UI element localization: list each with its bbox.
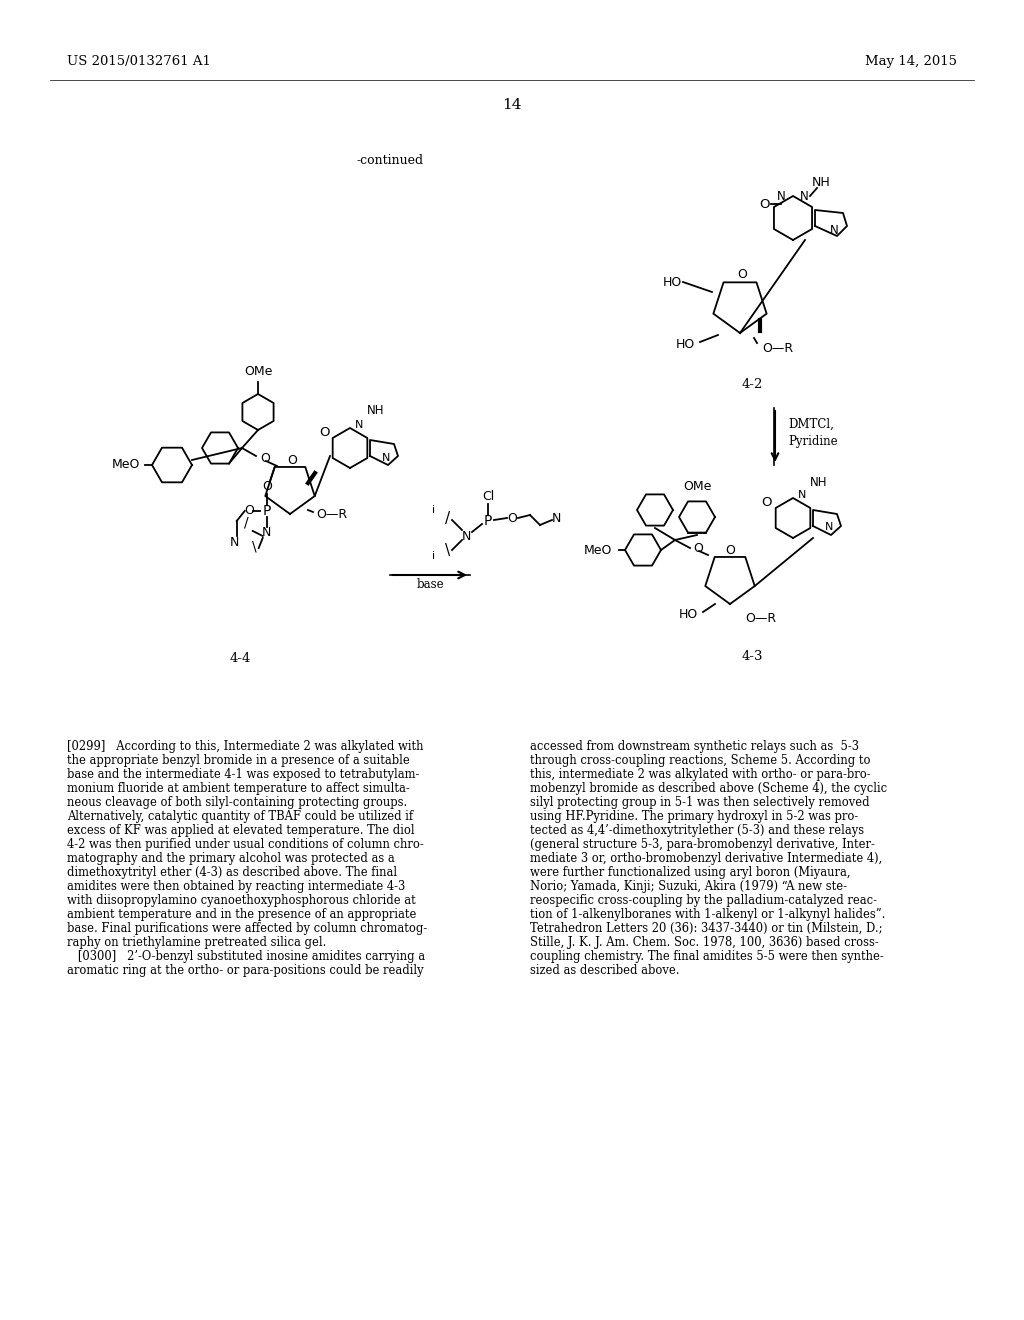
Text: O: O — [737, 268, 746, 281]
Text: 4-2 was then purified under usual conditions of column chro-: 4-2 was then purified under usual condit… — [67, 838, 424, 851]
Text: reospecific cross-coupling by the palladium-catalyzed reac-: reospecific cross-coupling by the pallad… — [530, 894, 877, 907]
Text: were further functionalized using aryl boron (Miyaura,: were further functionalized using aryl b… — [530, 866, 851, 879]
Text: O: O — [725, 544, 735, 557]
Text: O: O — [260, 451, 270, 465]
Text: using HF.Pyridine. The primary hydroxyl in 5-2 was pro-: using HF.Pyridine. The primary hydroxyl … — [530, 810, 858, 822]
Text: [0299]   According to this, Intermediate 2 was alkylated with: [0299] According to this, Intermediate 2… — [67, 741, 424, 752]
Text: O: O — [244, 504, 254, 517]
Text: O—R: O—R — [762, 342, 794, 355]
Text: tion of 1-alkenylboranes with 1-alkenyl or 1-alkynyl halides”.: tion of 1-alkenylboranes with 1-alkenyl … — [530, 908, 886, 921]
Text: NH: NH — [812, 177, 830, 190]
Text: N: N — [462, 529, 471, 543]
Text: N: N — [551, 511, 561, 524]
Text: O: O — [762, 496, 772, 510]
Text: aromatic ring at the ortho- or para-positions could be readily: aromatic ring at the ortho- or para-posi… — [67, 964, 424, 977]
Text: this, intermediate 2 was alkylated with ortho- or para-bro-: this, intermediate 2 was alkylated with … — [530, 768, 870, 781]
Text: neous cleavage of both silyl-containing protecting groups.: neous cleavage of both silyl-containing … — [67, 796, 408, 809]
Text: DMTCl,
Pyridine: DMTCl, Pyridine — [788, 418, 838, 447]
Text: NH: NH — [810, 477, 827, 488]
Text: 14: 14 — [502, 98, 522, 112]
Text: N: N — [354, 420, 364, 430]
Text: 4-2: 4-2 — [741, 378, 763, 391]
Text: coupling chemistry. The final amidites 5-5 were then synthe-: coupling chemistry. The final amidites 5… — [530, 950, 884, 964]
Text: \: \ — [252, 540, 257, 554]
Text: May 14, 2015: May 14, 2015 — [865, 55, 957, 69]
Text: O: O — [262, 480, 271, 494]
Text: the appropriate benzyl bromide in a presence of a suitable: the appropriate benzyl bromide in a pres… — [67, 754, 410, 767]
Text: with diisopropylamino cyanoethoxyphosphorous chloride at: with diisopropylamino cyanoethoxyphospho… — [67, 894, 416, 907]
Text: dimethoxytrityl ether (4-3) as described above. The final: dimethoxytrityl ether (4-3) as described… — [67, 866, 397, 879]
Text: MeO: MeO — [112, 458, 140, 471]
Text: OMe: OMe — [683, 480, 712, 492]
Text: sized as described above.: sized as described above. — [530, 964, 680, 977]
Text: US 2015/0132761 A1: US 2015/0132761 A1 — [67, 55, 211, 69]
Text: N: N — [800, 190, 808, 202]
Text: HO: HO — [663, 276, 682, 289]
Text: Norio; Yamada, Kinji; Suzuki, Akira (1979) “A new ste-: Norio; Yamada, Kinji; Suzuki, Akira (197… — [530, 880, 847, 894]
Text: /: / — [245, 516, 249, 529]
Text: P: P — [483, 513, 493, 528]
Text: N: N — [382, 453, 390, 463]
Text: excess of KF was applied at elevated temperature. The diol: excess of KF was applied at elevated tem… — [67, 824, 415, 837]
Text: matography and the primary alcohol was protected as a: matography and the primary alcohol was p… — [67, 851, 394, 865]
Text: mediate 3 or, ortho-bromobenzyl derivative Intermediate 4),: mediate 3 or, ortho-bromobenzyl derivati… — [530, 851, 883, 865]
Text: O: O — [507, 511, 517, 524]
Text: raphy on triethylamine pretreated silica gel.: raphy on triethylamine pretreated silica… — [67, 936, 327, 949]
Text: i: i — [432, 506, 435, 515]
Text: \: \ — [445, 543, 451, 557]
Text: O: O — [287, 454, 297, 466]
Text: silyl protecting group in 5-1 was then selectively removed: silyl protecting group in 5-1 was then s… — [530, 796, 869, 809]
Text: P: P — [262, 504, 271, 517]
Text: /: / — [445, 511, 451, 525]
Text: O: O — [318, 426, 330, 440]
Text: tected as 4,4’-dimethoxytritylether (5-3) and these relays: tected as 4,4’-dimethoxytritylether (5-3… — [530, 824, 864, 837]
Text: O—R: O—R — [316, 507, 347, 520]
Text: -continued: -continued — [356, 153, 424, 166]
Text: accessed from downstream synthetic relays such as  5-3: accessed from downstream synthetic relay… — [530, 741, 859, 752]
Text: Alternatively, catalytic quantity of TBAF could be utilized if: Alternatively, catalytic quantity of TBA… — [67, 810, 413, 822]
Text: OMe: OMe — [244, 366, 272, 378]
Text: base. Final purifications were affected by column chromatog-: base. Final purifications were affected … — [67, 921, 427, 935]
Text: N: N — [824, 521, 834, 532]
Text: [0300]   2’-O-benzyl substituted inosine amidites carrying a: [0300] 2’-O-benzyl substituted inosine a… — [67, 950, 425, 964]
Text: N: N — [262, 527, 271, 540]
Text: Cl: Cl — [482, 491, 495, 503]
Text: N: N — [829, 224, 839, 238]
Text: i: i — [432, 550, 435, 561]
Text: Tetrahedron Letters 20 (36): 3437-3440) or tin (Milstein, D.;: Tetrahedron Letters 20 (36): 3437-3440) … — [530, 921, 883, 935]
Text: 4-4: 4-4 — [229, 652, 251, 665]
Text: NH: NH — [368, 404, 385, 417]
Text: O—R: O—R — [745, 611, 776, 624]
Text: Stille, J. K. J. Am. Chem. Soc. 1978, 100, 3636) based cross-: Stille, J. K. J. Am. Chem. Soc. 1978, 10… — [530, 936, 879, 949]
Text: N: N — [798, 490, 806, 500]
Text: HO: HO — [676, 338, 695, 351]
Text: mobenzyl bromide as described above (Scheme 4), the cyclic: mobenzyl bromide as described above (Sch… — [530, 781, 887, 795]
Text: HO: HO — [679, 609, 698, 622]
Text: N: N — [776, 190, 785, 202]
Text: base: base — [416, 578, 443, 591]
Text: amidites were then obtained by reacting intermediate 4-3: amidites were then obtained by reacting … — [67, 880, 406, 894]
Text: base and the intermediate 4-1 was exposed to tetrabutylam-: base and the intermediate 4-1 was expose… — [67, 768, 420, 781]
Text: 4-3: 4-3 — [741, 649, 763, 663]
Text: monium fluoride at ambient temperature to affect simulta-: monium fluoride at ambient temperature t… — [67, 781, 410, 795]
Text: N: N — [230, 536, 240, 549]
Text: MeO: MeO — [584, 544, 612, 557]
Text: (general structure 5-3, para-bromobenzyl derivative, Inter-: (general structure 5-3, para-bromobenzyl… — [530, 838, 874, 851]
Text: O: O — [760, 198, 770, 210]
Text: ambient temperature and in the presence of an appropriate: ambient temperature and in the presence … — [67, 908, 417, 921]
Text: O: O — [693, 543, 702, 556]
Text: through cross-coupling reactions, Scheme 5. According to: through cross-coupling reactions, Scheme… — [530, 754, 870, 767]
